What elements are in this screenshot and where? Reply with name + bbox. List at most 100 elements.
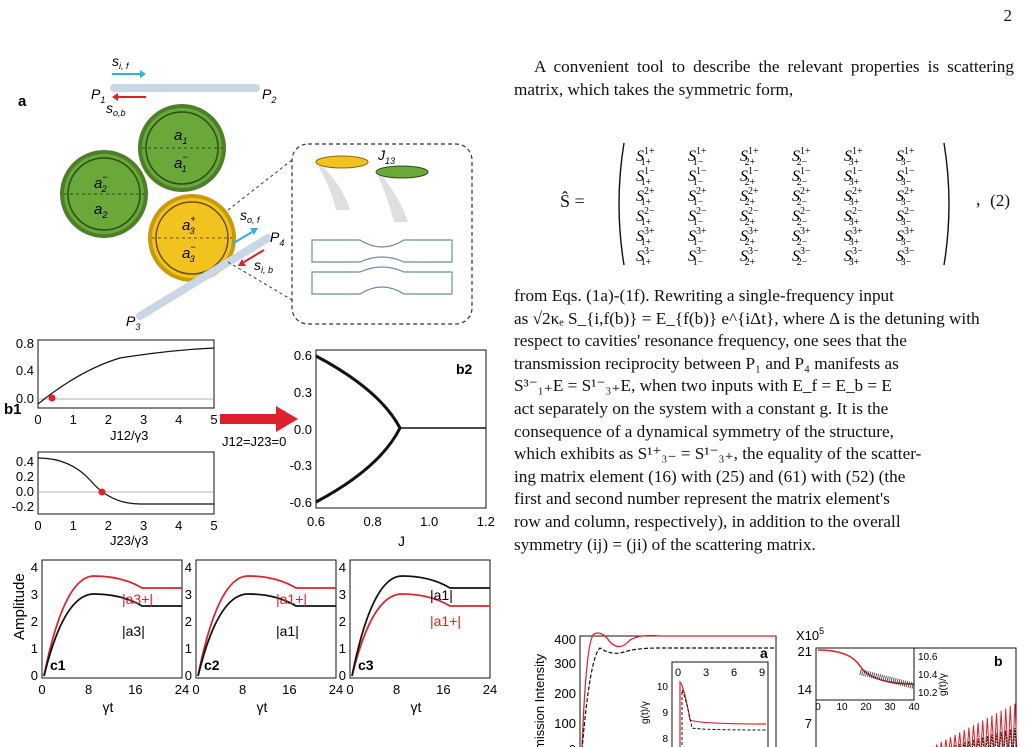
panel-b2: b2 0.6 0.3 0.0 -0.3 -0.6 0.6 0.8 1.0 1.2 J bbox=[290, 348, 495, 549]
b1-top-ytick: 0.0 bbox=[16, 391, 34, 406]
b1-bottom-xtick: 4 bbox=[175, 518, 182, 533]
right-b-inset-xtick: 0 bbox=[815, 702, 821, 713]
c-xtick: 24 bbox=[329, 682, 343, 697]
b1-bottom-ytick: -0.2 bbox=[12, 499, 34, 514]
svg-text:a−3: a− 3 bbox=[182, 242, 196, 264]
b1-top-xtick: 5 bbox=[210, 412, 217, 427]
b2-frame bbox=[315, 349, 487, 509]
matrix-element: S3− 2+ bbox=[740, 246, 759, 268]
matrix-element: S1+ 2− bbox=[792, 146, 811, 168]
matrix-element: S2+ 3− bbox=[896, 186, 915, 208]
b1-bottom-xtick: 5 bbox=[210, 518, 217, 533]
signal-sif-label: si, f bbox=[112, 53, 130, 71]
c-ytick: 4 bbox=[31, 560, 38, 575]
b1-bottom-xtick: 0 bbox=[34, 518, 41, 533]
panel-a-label: a bbox=[18, 93, 27, 110]
fiber-top bbox=[311, 239, 453, 263]
c-red-curve bbox=[43, 575, 182, 677]
matrix-left-paren bbox=[618, 142, 625, 266]
b2-ytick: 0.6 bbox=[294, 348, 312, 363]
right-a-red-curve bbox=[581, 632, 776, 747]
b1-top-xlabel: J12/γ3 bbox=[110, 428, 148, 443]
c-black-curve bbox=[197, 593, 336, 677]
paragraph-reciprocity-lines: from Eqs. (1a)-(1f). Rewriting a single-… bbox=[514, 285, 1014, 556]
c-ytick: 2 bbox=[339, 614, 346, 629]
right-a-inset-ylabel: g(t)/γ bbox=[640, 701, 651, 724]
b1-bottom-curve bbox=[37, 457, 214, 505]
b1-top-ytick: 0.8 bbox=[16, 336, 34, 351]
matrix-element: S1− 3+ bbox=[844, 166, 863, 188]
b2-xtick: 1.0 bbox=[420, 514, 438, 529]
c-ylabel: Amplitude bbox=[11, 573, 28, 640]
b1-bottom-ytick: 0.4 bbox=[16, 454, 34, 469]
right-a-label: a bbox=[760, 645, 768, 661]
ring-2 bbox=[60, 150, 148, 238]
matrix-element: S2− 2+ bbox=[740, 206, 759, 228]
c-xlabel: γt bbox=[257, 699, 268, 715]
c-ytick: 2 bbox=[31, 614, 38, 629]
matrix-element: S1− 2− bbox=[792, 166, 811, 188]
c-xtick: 8 bbox=[239, 682, 246, 697]
b1-top-ytick: 0.4 bbox=[16, 363, 34, 378]
matrix-element: S1− 2+ bbox=[740, 166, 759, 188]
c-black-label: |a1| bbox=[276, 623, 299, 639]
right-b-inset-xtick: 10 bbox=[836, 702, 848, 713]
b1-bottom-xlabel: J23/γ3 bbox=[110, 533, 148, 548]
figure-left: a P1 P2 si, f so,b a1 a− 1 a− 2 a2 a+ 3 a− 3… bbox=[4, 53, 497, 715]
matrix-element: S1+ 1+ bbox=[636, 146, 655, 168]
c-black-curve bbox=[351, 575, 490, 677]
matrix-element: S3+ 1− bbox=[688, 226, 707, 248]
b2-ytick: 0.3 bbox=[294, 385, 312, 400]
matrix-element: S3− 1− bbox=[688, 246, 707, 268]
matrix-element: S1− 1+ bbox=[636, 166, 655, 188]
paragraph-reciprocity: from Eqs. (1a)-(1f). Rewriting a single-… bbox=[514, 285, 1014, 556]
paragraph-intro-text: A convenient tool to describe the releva… bbox=[514, 57, 1014, 99]
waveguide-top bbox=[110, 84, 260, 92]
right-a-inset-ytick: 10 bbox=[657, 682, 669, 693]
matrix-element: S1− 1− bbox=[688, 166, 707, 188]
port-p4-label: P4 bbox=[270, 229, 284, 248]
right-b-red-oscillation bbox=[931, 703, 1018, 747]
right-a-ytick: 200 bbox=[554, 686, 576, 701]
b1-bottom-ytick: 0.2 bbox=[16, 469, 34, 484]
c-xtick: 16 bbox=[436, 682, 450, 697]
c-xtick: 0 bbox=[192, 682, 199, 697]
c-xtick: 16 bbox=[282, 682, 296, 697]
svg-text:a−2: a− 2 bbox=[94, 172, 108, 194]
c-ytick: 3 bbox=[339, 587, 346, 602]
panel-b1-label: b1 bbox=[4, 401, 22, 418]
c-ytick: 3 bbox=[31, 587, 38, 602]
c-red-label: |a1+| bbox=[276, 591, 307, 607]
text-line: row and column, respectively), in additi… bbox=[514, 511, 901, 531]
panel-b2-label: b2 bbox=[456, 361, 473, 377]
right-a-ytick: 100 bbox=[554, 716, 576, 731]
signal-sob-label: so,b bbox=[106, 100, 126, 118]
matrix-element: S2− 1+ bbox=[636, 206, 655, 228]
c-red-label: |a3+| bbox=[122, 591, 153, 607]
signal-sib-label: si, b bbox=[254, 257, 273, 275]
c-panel-label: c1 bbox=[50, 657, 66, 673]
right-b-inset-xtick: 20 bbox=[860, 702, 872, 713]
text-line: ing matrix element (16) with (25) and (6… bbox=[514, 466, 906, 486]
matrix-element: S1− 3− bbox=[896, 166, 915, 188]
c-ytick: 0 bbox=[339, 668, 346, 683]
port-p2-label: P2 bbox=[262, 86, 276, 105]
b1-top-curve bbox=[37, 347, 215, 405]
b2-xlabel: J bbox=[398, 533, 405, 549]
svg-text:a+3: a+ 3 bbox=[182, 214, 196, 236]
c-ytick: 4 bbox=[339, 560, 346, 575]
c-ytick: 3 bbox=[185, 587, 192, 602]
b1-bottom-frame bbox=[37, 451, 215, 515]
b2-xtick: 0.6 bbox=[307, 514, 325, 529]
svg-text:a−1: a− 1 bbox=[174, 152, 188, 174]
text-line: from Eqs. (1a)-(1f). Rewriting a single-… bbox=[514, 286, 894, 305]
matrix-element: S1+ 3+ bbox=[844, 146, 863, 168]
right-a-inset bbox=[671, 661, 769, 747]
page-number: 2 bbox=[1003, 6, 1013, 25]
matrix-element: S2+ 3+ bbox=[844, 186, 863, 208]
right-b-inset-ytick: 10.6 bbox=[918, 652, 938, 663]
